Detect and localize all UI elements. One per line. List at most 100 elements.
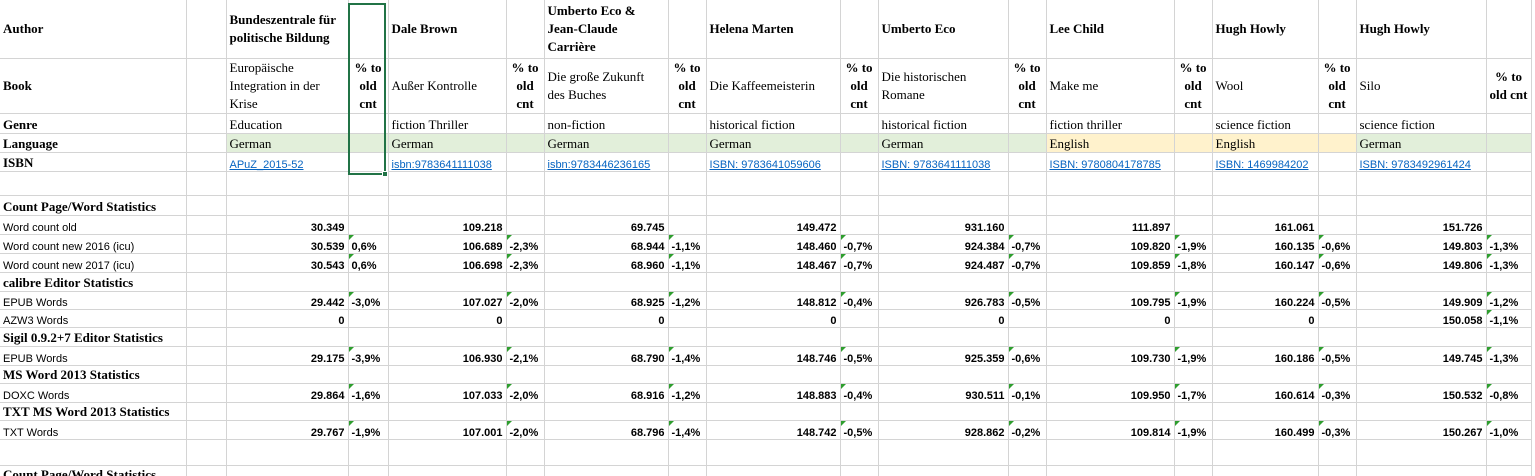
value-cell[interactable]: 926.783 <box>878 291 1009 310</box>
pct-header-cell[interactable]: % to old cnt <box>840 58 879 114</box>
pct-cell[interactable]: -1,8% <box>1174 253 1213 273</box>
book-title-cell[interactable]: Die historischen Romane <box>878 58 1009 114</box>
value-cell[interactable]: 107.027 <box>388 291 507 310</box>
empty-cell[interactable] <box>1318 365 1357 384</box>
value-cell[interactable]: 30.349 <box>226 215 349 235</box>
language-cell[interactable]: German <box>706 133 841 153</box>
empty-cell[interactable] <box>1486 0 1532 59</box>
value-cell[interactable]: 29.442 <box>226 291 349 310</box>
pct-cell[interactable]: -2,1% <box>506 346 545 366</box>
empty-cell[interactable] <box>1318 133 1357 153</box>
value-cell[interactable]: 111.897 <box>1046 215 1175 235</box>
value-cell[interactable]: 924.487 <box>878 253 1009 273</box>
value-cell[interactable]: 160.614 <box>1212 383 1319 403</box>
value-cell[interactable]: 106.930 <box>388 346 507 366</box>
empty-cell[interactable] <box>668 402 707 421</box>
isbn-link[interactable]: isbn:9783446236165 <box>544 152 669 172</box>
empty-cell[interactable] <box>544 402 669 421</box>
empty-cell[interactable] <box>840 402 879 421</box>
empty-cell[interactable] <box>544 439 669 466</box>
empty-cell[interactable] <box>706 465 841 476</box>
isbn-link[interactable]: isbn:9783641111038 <box>388 152 507 172</box>
empty-cell[interactable] <box>840 133 879 153</box>
value-cell[interactable]: 109.730 <box>1046 346 1175 366</box>
pct-cell[interactable]: -0,5% <box>840 420 879 440</box>
genre-cell[interactable]: science fiction <box>1356 113 1487 134</box>
empty-cell[interactable] <box>1356 465 1487 476</box>
empty-cell[interactable] <box>668 195 707 216</box>
pct-cell[interactable]: -1,1% <box>668 253 707 273</box>
empty-cell[interactable] <box>348 171 389 196</box>
empty-cell[interactable] <box>0 439 187 466</box>
pct-cell[interactable]: -0,5% <box>840 346 879 366</box>
empty-cell[interactable] <box>878 465 1009 476</box>
empty-cell[interactable] <box>186 0 227 59</box>
value-cell[interactable]: 925.359 <box>878 346 1009 366</box>
empty-cell[interactable] <box>186 309 227 328</box>
empty-cell[interactable] <box>1356 439 1487 466</box>
empty-cell[interactable] <box>1174 113 1213 134</box>
pct-cell[interactable]: 0,6% <box>348 253 389 273</box>
pct-cell[interactable]: -1,9% <box>1174 234 1213 254</box>
language-cell[interactable]: English <box>1046 133 1175 153</box>
row-label[interactable]: AZW3 Words <box>0 309 187 328</box>
empty-cell[interactable] <box>1318 113 1357 134</box>
empty-cell[interactable] <box>1046 272 1175 292</box>
author-cell[interactable]: Dale Brown <box>388 0 507 59</box>
pct-cell[interactable] <box>1318 215 1357 235</box>
pct-cell[interactable]: -0,6% <box>1318 234 1357 254</box>
empty-cell[interactable] <box>388 272 507 292</box>
pct-cell[interactable]: -0,7% <box>840 234 879 254</box>
empty-cell[interactable] <box>348 152 389 172</box>
pct-cell[interactable]: -0,7% <box>1008 234 1047 254</box>
value-cell[interactable]: 160.147 <box>1212 253 1319 273</box>
empty-cell[interactable] <box>506 465 545 476</box>
language-cell[interactable]: German <box>388 133 507 153</box>
row-label[interactable]: DOXC Words <box>0 383 187 403</box>
empty-cell[interactable] <box>506 272 545 292</box>
empty-cell[interactable] <box>668 365 707 384</box>
empty-cell[interactable] <box>1318 327 1357 347</box>
value-cell[interactable]: 107.001 <box>388 420 507 440</box>
empty-cell[interactable] <box>668 272 707 292</box>
pct-cell[interactable]: -1,3% <box>1486 234 1532 254</box>
value-cell[interactable]: 149.803 <box>1356 234 1487 254</box>
section-label[interactable]: Sigil 0.9.2+7 Editor Statistics <box>0 327 187 347</box>
pct-cell[interactable]: -0,3% <box>1318 383 1357 403</box>
pct-cell[interactable]: -1,9% <box>1174 346 1213 366</box>
empty-cell[interactable] <box>1486 365 1532 384</box>
empty-cell[interactable] <box>1356 327 1487 347</box>
pct-cell[interactable]: -1,6% <box>348 383 389 403</box>
empty-cell[interactable] <box>1318 0 1357 59</box>
empty-cell[interactable] <box>186 133 227 153</box>
empty-cell[interactable] <box>1174 327 1213 347</box>
empty-cell[interactable] <box>1212 402 1319 421</box>
pct-cell[interactable]: -1,2% <box>668 383 707 403</box>
empty-cell[interactable] <box>878 327 1009 347</box>
empty-cell[interactable] <box>1046 402 1175 421</box>
language-cell[interactable]: German <box>544 133 669 153</box>
value-cell[interactable]: 148.460 <box>706 234 841 254</box>
empty-cell[interactable] <box>186 402 227 421</box>
empty-cell[interactable] <box>668 327 707 347</box>
empty-cell[interactable] <box>1212 465 1319 476</box>
pct-cell[interactable]: -2,0% <box>506 291 545 310</box>
empty-cell[interactable] <box>1008 439 1047 466</box>
pct-cell[interactable] <box>1486 215 1532 235</box>
value-cell[interactable]: 107.033 <box>388 383 507 403</box>
value-cell[interactable]: 161.061 <box>1212 215 1319 235</box>
pct-cell[interactable]: -0,3% <box>1318 420 1357 440</box>
pct-cell[interactable] <box>506 309 545 328</box>
pct-cell[interactable]: -0,4% <box>840 291 879 310</box>
value-cell[interactable]: 69.745 <box>544 215 669 235</box>
empty-cell[interactable] <box>1486 133 1532 153</box>
value-cell[interactable]: 924.384 <box>878 234 1009 254</box>
empty-cell[interactable] <box>348 365 389 384</box>
empty-cell[interactable] <box>186 195 227 216</box>
empty-cell[interactable] <box>186 420 227 440</box>
empty-cell[interactable] <box>1486 272 1532 292</box>
empty-cell[interactable] <box>506 133 545 153</box>
empty-cell[interactable] <box>668 133 707 153</box>
pct-cell[interactable]: -0,1% <box>1008 383 1047 403</box>
empty-cell[interactable] <box>186 58 227 114</box>
